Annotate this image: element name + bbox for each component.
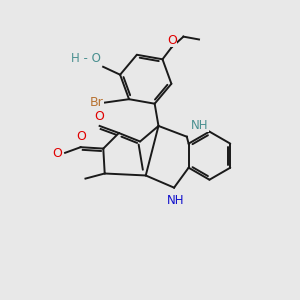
Text: Br: Br	[89, 96, 103, 109]
Text: NH: NH	[191, 119, 208, 132]
Text: O: O	[94, 110, 104, 123]
Text: O: O	[167, 34, 177, 46]
Text: O: O	[76, 130, 86, 143]
Text: NH: NH	[167, 194, 184, 207]
Text: H - O: H - O	[71, 52, 101, 65]
Text: O: O	[52, 147, 62, 160]
